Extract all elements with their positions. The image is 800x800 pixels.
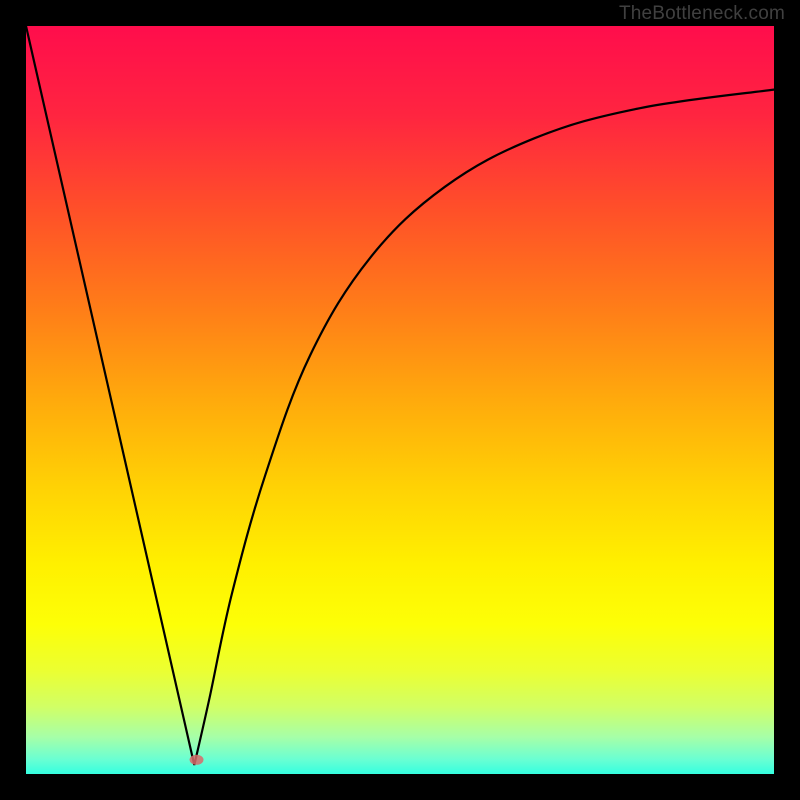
chart-outer-frame: TheBottleneck.com <box>0 0 800 800</box>
chart-plot-area <box>26 26 774 774</box>
bottleneck-curve <box>26 26 774 765</box>
minimum-marker <box>190 755 204 765</box>
watermark-text: TheBottleneck.com <box>619 3 785 25</box>
curve-layer <box>26 26 774 774</box>
